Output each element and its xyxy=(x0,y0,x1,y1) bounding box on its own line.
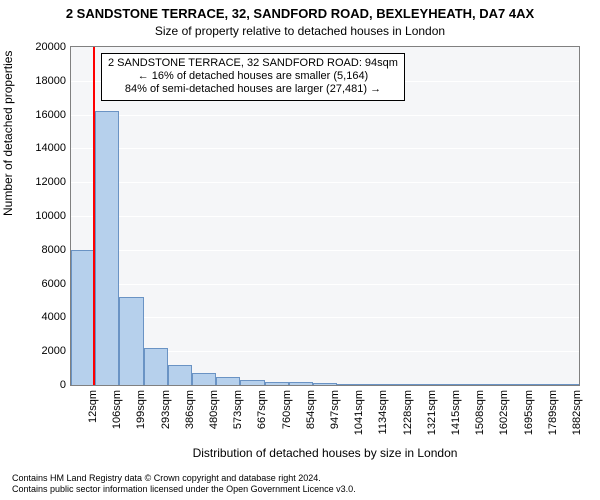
y-tick-label: 6000 xyxy=(16,278,66,290)
annotation-box: 2 SANDSTONE TERRACE, 32 SANDFORD ROAD: 9… xyxy=(101,53,405,101)
histogram-bar xyxy=(531,384,555,385)
x-tick-label: 573sqm xyxy=(232,390,244,429)
chart-plot-area: 2 SANDSTONE TERRACE, 32 SANDFORD ROAD: 9… xyxy=(70,46,580,386)
gridline-h xyxy=(71,250,579,251)
y-tick-label: 10000 xyxy=(16,210,66,222)
gridline-h xyxy=(71,284,579,285)
x-tick-label: 1695sqm xyxy=(523,390,535,435)
y-tick-label: 20000 xyxy=(16,41,66,53)
histogram-bar xyxy=(361,384,385,385)
histogram-bar xyxy=(555,384,579,385)
histogram-bar xyxy=(168,365,192,385)
gridline-h xyxy=(71,317,579,318)
histogram-bar xyxy=(289,382,313,385)
y-tick-label: 14000 xyxy=(16,142,66,154)
histogram-bar xyxy=(240,380,264,385)
footer-attribution: Contains HM Land Registry data © Crown c… xyxy=(12,473,356,494)
histogram-bar xyxy=(216,377,240,385)
y-tick-label: 2000 xyxy=(16,345,66,357)
x-tick-label: 1508sqm xyxy=(474,390,486,435)
x-tick-label: 106sqm xyxy=(111,390,123,429)
y-tick-label: 18000 xyxy=(16,75,66,87)
x-axis-label: Distribution of detached houses by size … xyxy=(70,446,580,460)
y-tick-label: 12000 xyxy=(16,176,66,188)
chart-subtitle: Size of property relative to detached ho… xyxy=(0,24,600,38)
histogram-bar xyxy=(482,384,506,385)
gridline-h xyxy=(71,216,579,217)
marker-line xyxy=(93,47,95,385)
x-tick-label: 1321sqm xyxy=(426,390,438,435)
x-tick-label: 760sqm xyxy=(281,390,293,429)
x-tick-label: 1415sqm xyxy=(450,390,462,435)
histogram-bar xyxy=(119,297,143,385)
x-tick-label: 854sqm xyxy=(305,390,317,429)
x-tick-label: 1041sqm xyxy=(353,390,365,435)
y-axis-label: Number of detached properties xyxy=(1,51,15,216)
x-tick-label: 667sqm xyxy=(256,390,268,429)
chart-title: 2 SANDSTONE TERRACE, 32, SANDFORD ROAD, … xyxy=(0,6,600,21)
x-tick-label: 947sqm xyxy=(329,390,341,429)
histogram-bar xyxy=(144,348,168,385)
annotation-line: ← 16% of detached houses are smaller (5,… xyxy=(108,70,398,83)
histogram-bar xyxy=(192,373,216,385)
histogram-bar xyxy=(313,383,337,385)
gridline-h xyxy=(71,182,579,183)
y-tick-label: 0 xyxy=(16,379,66,391)
x-tick-label: 1882sqm xyxy=(571,390,583,435)
x-tick-label: 1228sqm xyxy=(402,390,414,435)
histogram-bar xyxy=(265,382,289,385)
histogram-bar xyxy=(410,384,434,385)
gridline-h xyxy=(71,148,579,149)
x-tick-label: 1789sqm xyxy=(547,390,559,435)
x-tick-label: 199sqm xyxy=(135,390,147,429)
footer-line-1: Contains HM Land Registry data © Crown c… xyxy=(12,473,356,483)
y-tick-label: 8000 xyxy=(16,244,66,256)
gridline-h xyxy=(71,115,579,116)
histogram-bar xyxy=(458,384,482,385)
annotation-line: 84% of semi-detached houses are larger (… xyxy=(108,83,398,96)
histogram-bar xyxy=(434,384,458,385)
y-tick-label: 16000 xyxy=(16,109,66,121)
x-tick-label: 293sqm xyxy=(160,390,172,429)
x-tick-label: 1602sqm xyxy=(498,390,510,435)
histogram-bar xyxy=(385,384,409,385)
x-tick-label: 480sqm xyxy=(208,390,220,429)
footer-line-2: Contains public sector information licen… xyxy=(12,484,356,494)
annotation-line: 2 SANDSTONE TERRACE, 32 SANDFORD ROAD: 9… xyxy=(108,57,398,70)
histogram-bar xyxy=(506,384,530,385)
x-tick-label: 12sqm xyxy=(87,390,99,423)
x-tick-label: 386sqm xyxy=(184,390,196,429)
histogram-bar xyxy=(71,250,95,385)
y-tick-label: 4000 xyxy=(16,311,66,323)
histogram-bar xyxy=(95,111,119,385)
histogram-bar xyxy=(337,384,361,385)
x-tick-label: 1134sqm xyxy=(377,390,389,434)
